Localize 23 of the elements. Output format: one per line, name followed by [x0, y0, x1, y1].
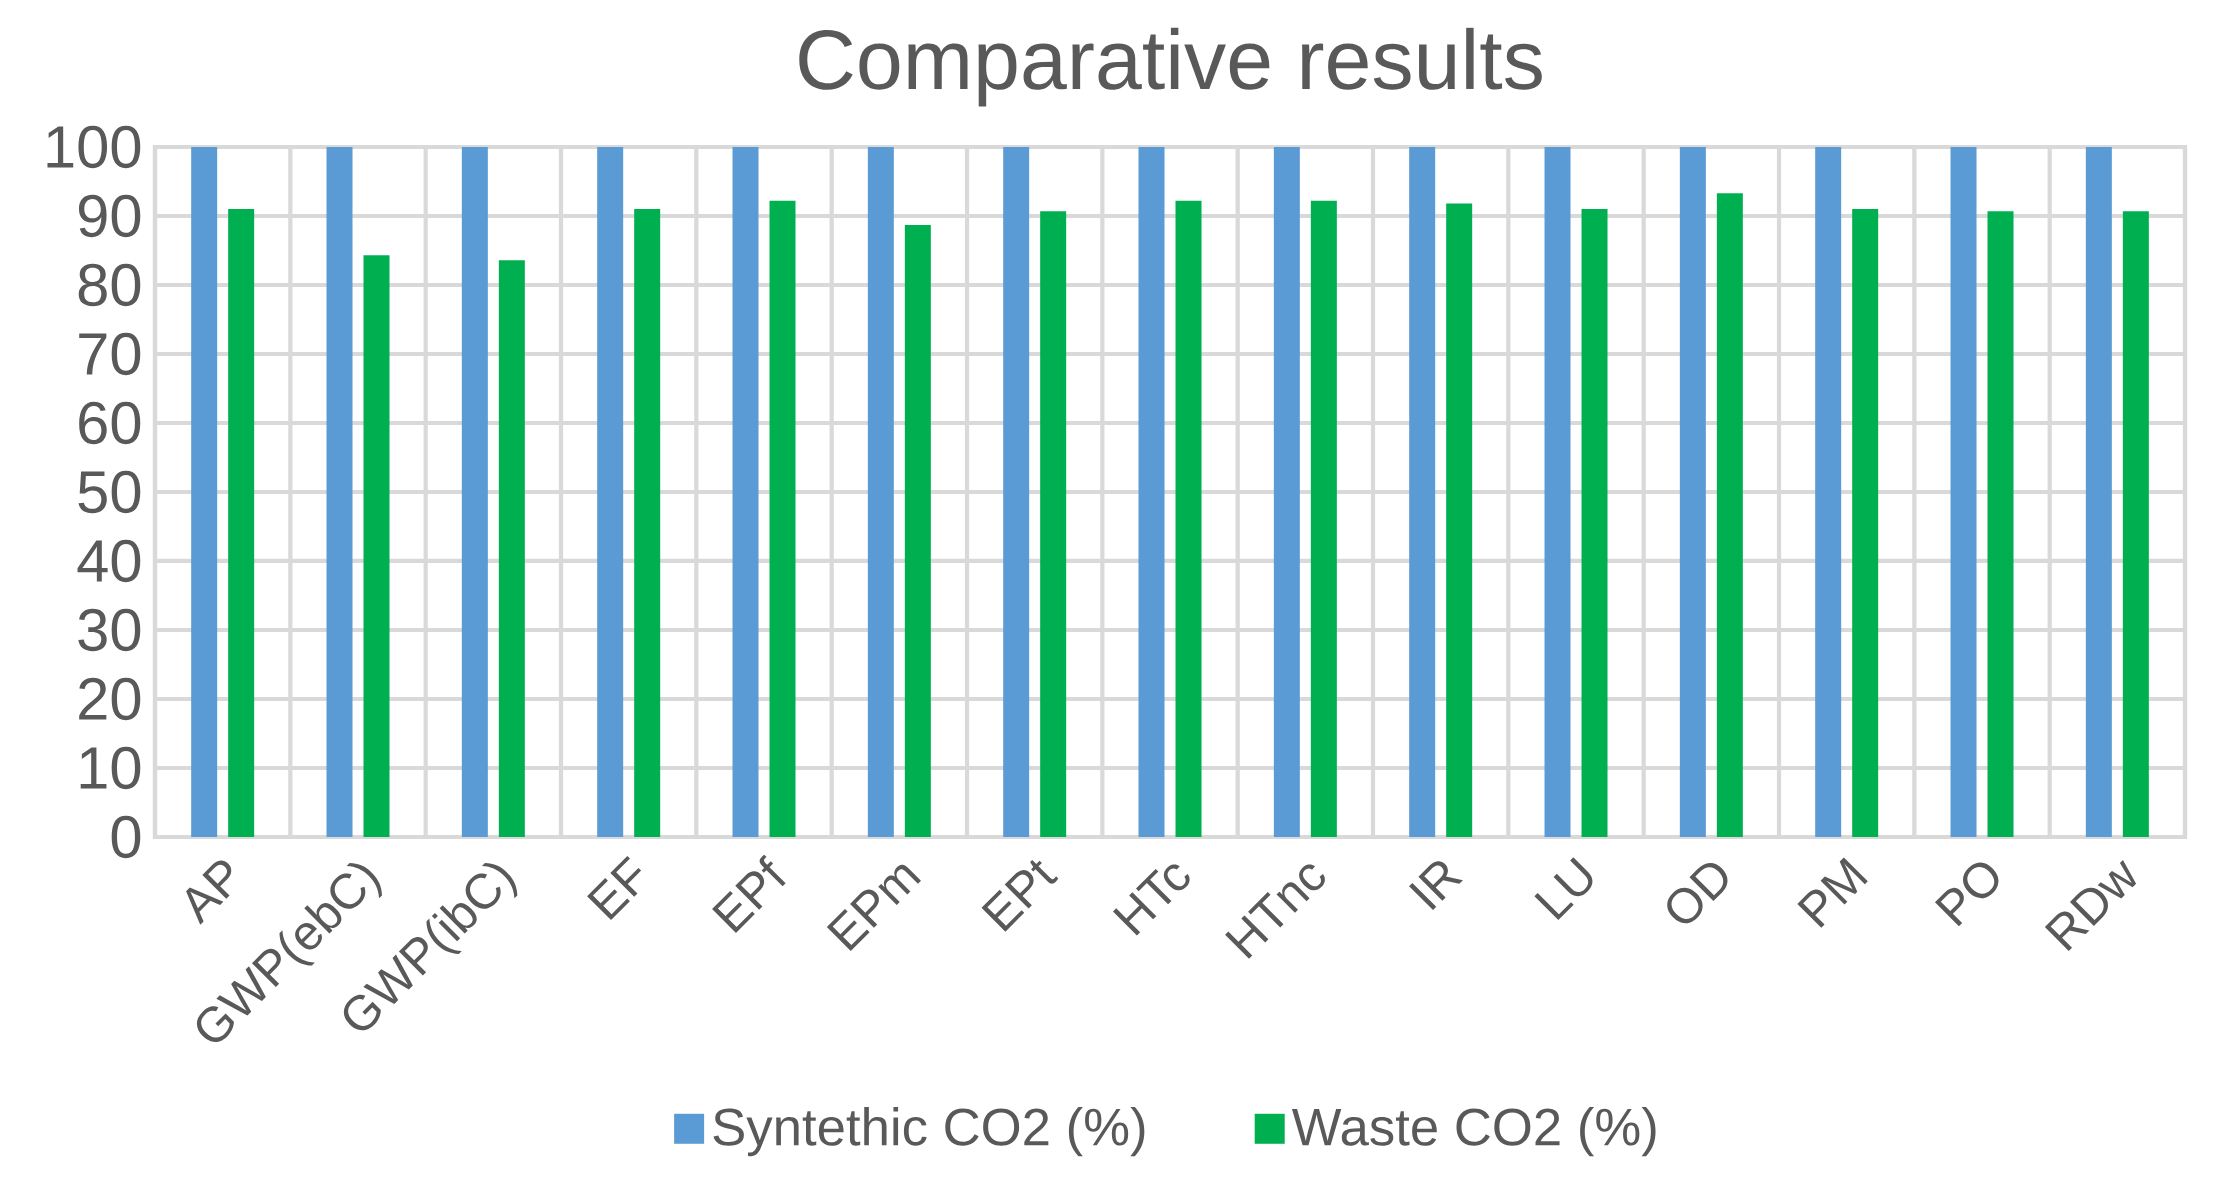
- y-tick-label: 50: [78, 470, 141, 514]
- y-tick-label: 100: [47, 125, 141, 169]
- y-tick-label: 20: [79, 677, 141, 721]
- x-tick-label: EF: [587, 855, 642, 921]
- y-tick-label: 90: [78, 194, 141, 238]
- y-tick-label: 10: [80, 746, 141, 790]
- y-tick-label: 80: [78, 263, 141, 307]
- y-tick-label: 60: [79, 401, 141, 445]
- y-tick-label: 30: [78, 608, 141, 652]
- y-tick-label: 70: [79, 332, 141, 376]
- x-tick-label: OD: [1667, 862, 1728, 924]
- x-tick-label: EPt: [981, 859, 1059, 932]
- legend-label: Syntethic CO2 (%): [713, 1107, 1145, 1157]
- legend-label: Waste CO2 (%): [1291, 1107, 1656, 1157]
- y-tick-label: 0: [111, 815, 141, 859]
- x-tick-label: EPf: [712, 854, 786, 933]
- y-tick-label: 40: [77, 539, 141, 583]
- x-tick-label: HTc: [1112, 864, 1190, 936]
- chart-title: Comparative results: [799, 27, 1542, 107]
- x-tick-label: LU: [1534, 857, 1593, 921]
- x-tick-label: IR: [1409, 861, 1463, 911]
- x-tick-label: PM: [1797, 857, 1868, 928]
- x-tick-label: PO: [1934, 862, 1999, 927]
